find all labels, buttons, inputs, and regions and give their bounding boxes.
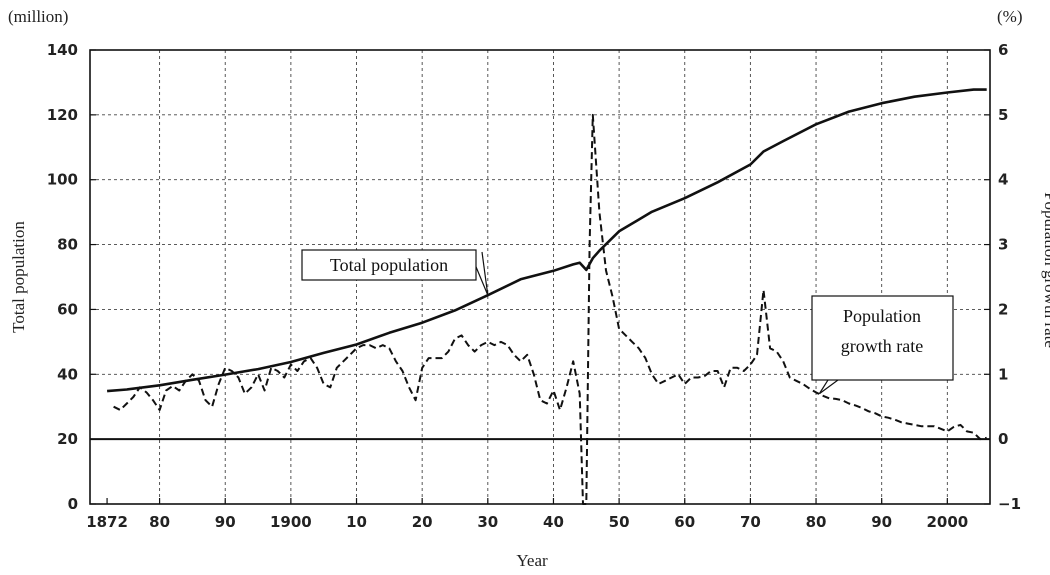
total-population-callout-leader-2 [481,251,489,296]
left-unit-label: (million) [8,7,68,26]
growth-rate-callout-box [811,295,954,381]
x-tick-label: 80 [149,513,170,531]
right-unit-label: (%) [997,7,1022,26]
growth-rate-callout-leader [818,379,829,395]
total-population-callout-box [301,249,477,281]
left-tick-label: 100 [47,171,78,189]
x-tick-label: 10 [346,513,367,531]
right-tick-label: 6 [998,41,1008,59]
left-axis-title: Total population [9,221,28,333]
right-tick-label: 4 [998,171,1008,189]
total-population-line [106,88,987,393]
right-axis-title: Population growth rate [1041,192,1050,348]
left-tick-label: 0 [68,495,78,513]
right-tick-label: 0 [998,430,1008,448]
left-tick-label: 60 [57,300,78,318]
x-tick-label: 70 [740,513,761,531]
right-tick-label: 3 [998,236,1008,254]
left-tick-label: 80 [57,236,78,254]
left-tick-label: 140 [47,41,78,59]
growth-rate-callout-label: growth rate [841,336,923,356]
x-tick-label: 60 [674,513,695,531]
x-tick-label: 1900 [270,513,312,531]
left-tick-label: 120 [47,106,78,124]
annotation-layer: Total population Population growth rate [301,249,954,395]
x-axis-title: Year [516,551,548,570]
right-tick-label: 2 [998,300,1008,318]
x-tick-label: 30 [477,513,498,531]
total-population-callout-label: Total population [330,255,448,275]
x-tick-label: 90 [871,513,892,531]
right-tick-label: −1 [998,495,1021,513]
plot-frame [89,49,991,505]
population-growth-rate-line [113,113,987,505]
right-tick-label: 1 [998,365,1008,383]
growth-rate-callout-leader-2 [818,379,839,395]
x-tick-label: 50 [609,513,630,531]
left-tick-label: 40 [57,365,78,383]
grid-layer [90,50,990,504]
left-tick-label: 20 [57,430,78,448]
x-tick-label: 1872 [86,513,128,531]
axis-layer: 0 20 40 60 80 100 120 140 −1 0 1 2 3 4 5 6 1872 80 90 1900 1… [47,41,1021,531]
x-tick-label: 2000 [926,513,968,531]
right-tick-label: 5 [998,106,1008,124]
x-tick-label: 90 [215,513,236,531]
x-tick-label: 80 [806,513,827,531]
growth-rate-callout-label: Population [843,306,921,326]
x-tick-label: 40 [543,513,564,531]
series-layer [90,88,990,505]
x-tick-label: 20 [412,513,433,531]
